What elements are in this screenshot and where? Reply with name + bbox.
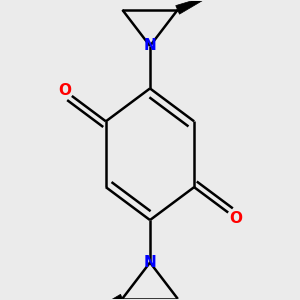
Text: O: O bbox=[229, 211, 242, 226]
Text: N: N bbox=[144, 38, 156, 53]
Polygon shape bbox=[176, 0, 213, 14]
Polygon shape bbox=[87, 294, 124, 300]
Text: N: N bbox=[144, 255, 156, 270]
Text: O: O bbox=[58, 83, 71, 98]
